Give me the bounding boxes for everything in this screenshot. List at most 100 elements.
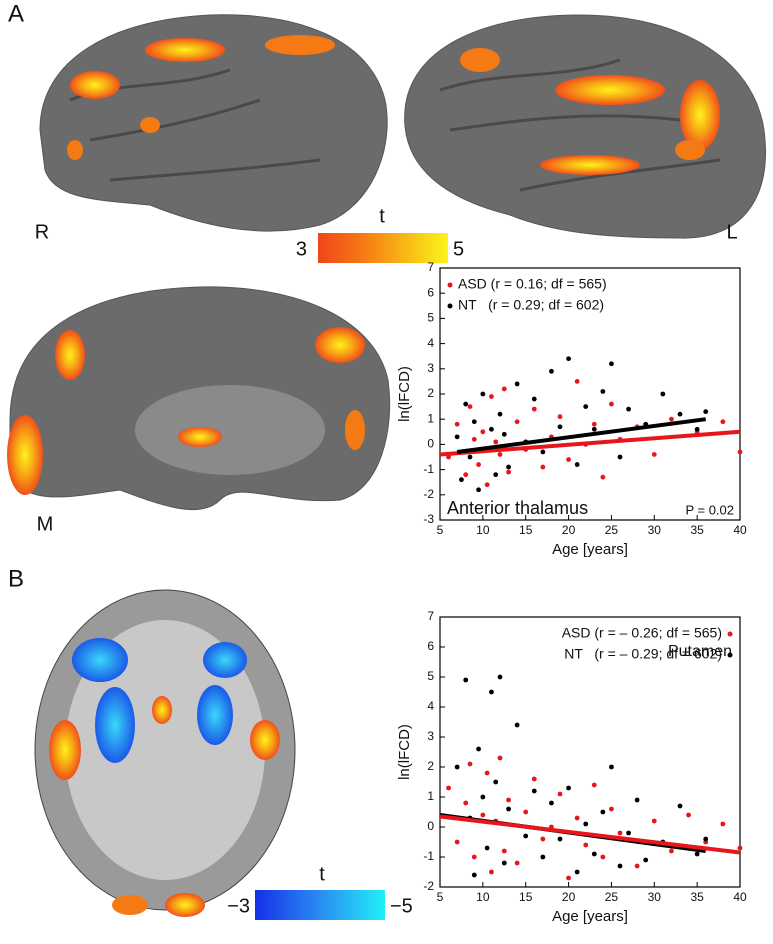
y-axis-label: ln(lFCD) xyxy=(396,366,413,422)
scatter-point xyxy=(476,487,481,493)
y-tick-label: 2 xyxy=(427,386,434,400)
y-tick-label: 6 xyxy=(427,285,434,299)
scatter-point xyxy=(557,836,563,842)
y-tick-label: 7 xyxy=(427,609,434,623)
scatter-point xyxy=(493,472,499,478)
scatter-point xyxy=(454,434,460,440)
y-tick-label: -1 xyxy=(423,849,434,863)
scatter-point xyxy=(600,809,606,815)
annotation: Putamen xyxy=(668,643,732,660)
scatter-point xyxy=(574,462,580,467)
y-tick-label: 7 xyxy=(427,260,434,274)
scatter-point xyxy=(557,424,563,430)
scatter-point xyxy=(471,872,477,878)
x-axis-label: Age [years] xyxy=(552,908,628,925)
scatter-point xyxy=(454,764,460,770)
scatter-point xyxy=(463,800,469,806)
y-tick-label: -1 xyxy=(423,462,434,476)
scatter-point xyxy=(454,421,460,427)
scatter-point xyxy=(600,474,606,480)
y-tick-label: -2 xyxy=(423,879,434,893)
x-tick-label: 15 xyxy=(519,523,533,537)
colorbar-cold xyxy=(255,890,385,920)
y-tick-label: 1 xyxy=(427,411,434,425)
y-tick-label: 6 xyxy=(427,639,434,653)
scatter-point xyxy=(651,818,657,824)
legend-marker xyxy=(447,282,453,288)
colorbar-hot xyxy=(318,233,448,263)
scatter-point xyxy=(720,419,726,425)
scatter-point xyxy=(476,462,481,467)
y-tick-label: 4 xyxy=(427,699,434,713)
legend-label: ASD (r = – 0.26; df = 565) xyxy=(562,625,722,641)
scatter-point xyxy=(583,404,589,409)
scatter-point xyxy=(720,821,726,827)
scatter-point xyxy=(531,396,537,402)
legend-label: NT (r = 0.29; df = 602) xyxy=(458,297,604,313)
scatter-point xyxy=(480,812,486,818)
colorbar-max: 5 xyxy=(453,238,464,260)
legend-label: ASD (r = 0.16; df = 565) xyxy=(458,276,607,292)
scatter-point xyxy=(493,779,499,785)
scatter-point xyxy=(737,845,743,851)
y-tick-label: 0 xyxy=(427,437,434,451)
scatter-point xyxy=(677,803,683,809)
scatter-point xyxy=(617,863,623,869)
brain-right xyxy=(39,14,388,232)
x-tick-label: 30 xyxy=(648,890,662,904)
scatter-point xyxy=(634,863,640,869)
scatter-point xyxy=(497,674,503,680)
scatter-point xyxy=(574,869,580,875)
y-tick-label: 5 xyxy=(427,311,434,325)
scatter-point xyxy=(694,851,700,857)
colorbar-max: −5 xyxy=(390,895,413,917)
scatter-point xyxy=(626,406,631,412)
scatter-point xyxy=(600,854,606,860)
scatter-point xyxy=(609,806,614,812)
x-tick-label: 15 xyxy=(519,890,533,904)
scatter-point xyxy=(489,689,494,695)
scatter-point xyxy=(514,381,520,387)
scatter-point xyxy=(467,761,473,767)
scatter-point xyxy=(660,391,666,397)
x-tick-label: 35 xyxy=(690,523,704,537)
scatter-point xyxy=(506,806,511,812)
brain-label: M xyxy=(37,513,54,535)
scatter-point xyxy=(583,842,589,848)
annotation: Anterior thalamus xyxy=(447,498,588,518)
x-axis-label: Age [years] xyxy=(552,541,628,558)
scatter-point xyxy=(480,794,486,800)
legend-marker xyxy=(727,652,733,658)
plot-frame xyxy=(439,616,741,888)
y-tick-label: 3 xyxy=(427,361,434,375)
fit-line xyxy=(439,429,741,457)
scatter-point xyxy=(484,482,490,488)
scatter-point xyxy=(506,797,511,803)
scatter-point xyxy=(566,356,571,362)
scatter-point xyxy=(651,452,657,457)
y-tick-label: 1 xyxy=(427,789,434,803)
x-tick-label: 10 xyxy=(476,890,490,904)
scatter-point xyxy=(476,746,481,752)
scatter-point xyxy=(574,379,580,384)
brain-left xyxy=(404,14,767,239)
legend-marker xyxy=(447,303,453,309)
scatter-point xyxy=(540,854,546,860)
scatter-point xyxy=(501,848,507,854)
scatter-point xyxy=(566,457,571,462)
scatter-point xyxy=(471,419,477,425)
scatter-point xyxy=(523,833,529,839)
y-tick-label: 5 xyxy=(427,669,434,683)
scatter-point xyxy=(617,454,623,460)
scatter-point xyxy=(549,800,554,806)
scatter-point xyxy=(583,821,589,827)
scatter-point xyxy=(489,394,494,399)
scatter-point xyxy=(459,477,464,483)
scatter-point xyxy=(514,860,520,866)
panel-label: A xyxy=(8,0,24,27)
scatter-point xyxy=(669,848,674,854)
x-tick-label: 30 xyxy=(648,523,662,537)
scatter-point xyxy=(591,421,597,427)
x-tick-label: 5 xyxy=(437,523,444,537)
scatter-point xyxy=(489,869,494,875)
